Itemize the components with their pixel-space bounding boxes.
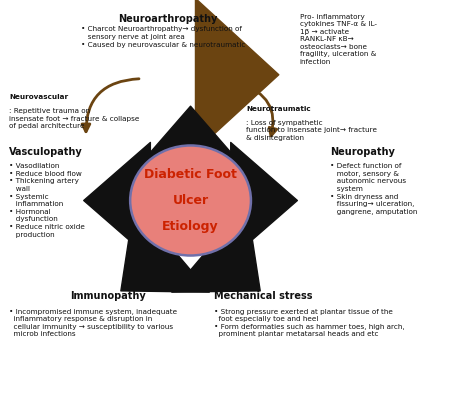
Text: Etiology: Etiology [162,219,219,233]
Text: • Strong pressure exerted at plantar tissue of the
  foot especially toe and hee: • Strong pressure exerted at plantar tis… [214,309,404,337]
Text: • Defect function of
   motor, sensory &
   autonomic nervous
   system
• Skin d: • Defect function of motor, sensory & au… [330,163,417,215]
Text: : Loss of sympathetic
function to insensate joint→ fracture
& disintegration: : Loss of sympathetic function to insens… [246,120,377,141]
Text: : Repetitive trauma on
insensate foot → fracture & collapse
of pedal architectur: : Repetitive trauma on insensate foot → … [9,108,140,129]
Text: Neuropathy: Neuropathy [330,148,395,158]
Text: Mechanical stress: Mechanical stress [214,291,312,301]
Text: Neurotraumatic: Neurotraumatic [246,106,311,112]
Text: Neurovascular: Neurovascular [9,94,69,100]
Text: Vasculopathy: Vasculopathy [9,148,83,158]
Text: Neuroarthropathy: Neuroarthropathy [118,14,217,24]
Text: • Vasodilation
• Reduce blood flow
• Thickening artery
   wall
• Systemic
   inf: • Vasodilation • Reduce blood flow • Thi… [9,163,85,237]
Ellipse shape [130,146,251,255]
Text: • Charcot Neuroarthropathy→ dysfunction of
   sensory nerve at joint area
• Caus: • Charcot Neuroarthropathy→ dysfunction … [82,26,246,48]
Text: Immunopathy: Immunopathy [70,291,146,301]
Text: Diabetic Foot: Diabetic Foot [144,168,237,182]
Text: • Incompromised immune system, inadequate
  inflammatory response & disruption i: • Incompromised immune system, inadequat… [9,309,177,337]
Text: Pro- inflammatory
cytokines TNF-α & IL-
1β → activate
RANKL-NF κB→
osteoclasts→ : Pro- inflammatory cytokines TNF-α & IL- … [300,14,377,65]
Text: Ulcer: Ulcer [173,194,209,207]
